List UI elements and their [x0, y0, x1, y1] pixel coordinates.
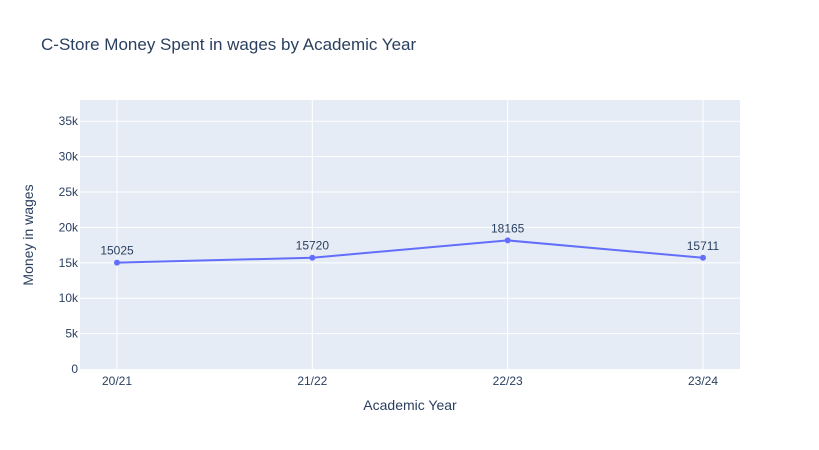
y-tick-label: 5k [65, 327, 79, 341]
x-axis-ticks: 20/21 21/22 22/23 23/24 [102, 374, 718, 388]
data-label: 15720 [296, 239, 330, 253]
data-point [504, 237, 511, 244]
y-tick-label: 30k [59, 150, 79, 164]
y-tick-label: 20k [59, 220, 79, 234]
x-tick-label: 23/24 [688, 374, 718, 388]
y-tick-label: 15k [59, 256, 79, 270]
x-tick-label: 20/21 [102, 374, 132, 388]
data-point [700, 254, 706, 261]
data-point [114, 259, 120, 266]
y-tick-label: 35k [59, 114, 79, 128]
chart-title: C-Store Money Spent in wages by Academic… [41, 35, 416, 54]
data-label: 15711 [687, 239, 720, 253]
x-axis-title: Academic Year [363, 397, 457, 413]
series-line [116, 239, 704, 264]
series-wages [114, 237, 706, 266]
data-point [309, 254, 316, 261]
x-tick-label: 21/22 [297, 374, 327, 388]
y-tick-label: 0 [71, 362, 78, 376]
data-label: 15025 [100, 244, 134, 258]
data-labels: 15025 15720 18165 15711 [100, 221, 719, 257]
data-label: 18165 [491, 221, 525, 235]
y-axis-title: Money in wages [20, 184, 36, 285]
y-tick-label: 25k [59, 185, 79, 199]
plot-background [80, 100, 740, 369]
x-tick-label: 22/23 [493, 374, 523, 388]
gridlines [80, 100, 740, 369]
y-axis-ticks: 0 5k 10k 15k 20k 25k 30k 35k [59, 114, 79, 376]
y-tick-label: 10k [59, 291, 79, 305]
